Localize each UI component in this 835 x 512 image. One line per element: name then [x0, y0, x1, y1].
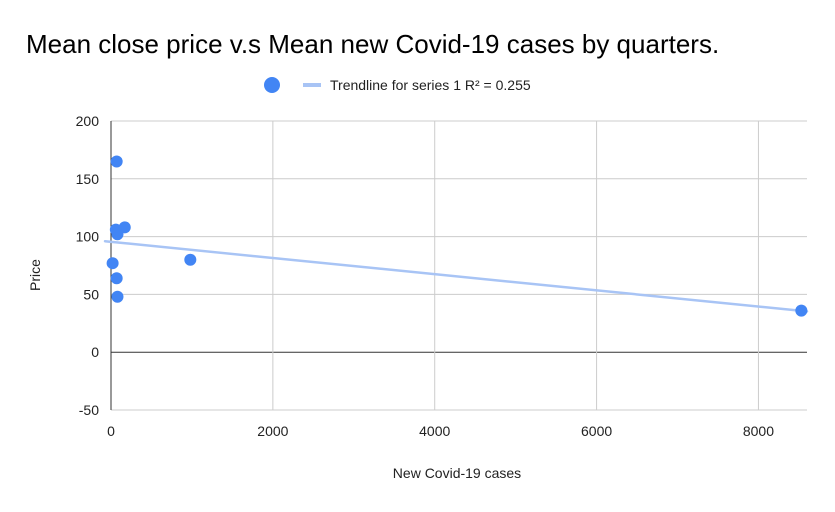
y-tick-label: 200 — [76, 113, 100, 129]
data-point — [111, 228, 124, 241]
data-point — [111, 290, 124, 303]
data-point — [795, 304, 808, 317]
y-tick-label: 50 — [83, 286, 99, 302]
data-point — [110, 155, 123, 168]
x-tick-label: 8000 — [743, 423, 774, 439]
data-point — [184, 253, 197, 266]
x-tick-label: 2000 — [257, 423, 288, 439]
x-axis-title: New Covid-19 cases — [393, 465, 521, 481]
y-tick-label: 100 — [76, 229, 100, 245]
y-tick-label: -50 — [79, 402, 99, 418]
data-points — [106, 155, 808, 317]
legend-series-marker — [264, 77, 280, 93]
x-tick-label: 4000 — [419, 423, 450, 439]
y-tick-labels: -50 0 50 100 150 200 — [76, 113, 100, 418]
y-tick-label: 150 — [76, 171, 100, 187]
trendline-layer — [103, 239, 809, 313]
legend-trendline-label: Trendline for series 1 R² = 0.255 — [330, 77, 531, 93]
x-tick-label: 6000 — [581, 423, 612, 439]
y-tick-label: 0 — [91, 344, 99, 360]
gridlines — [110, 120, 807, 411]
data-point — [110, 272, 123, 285]
x-tick-label: 0 — [107, 423, 115, 439]
y-axis-title: Price — [27, 259, 43, 291]
chart-title: Mean close price v.s Mean new Covid-19 c… — [26, 29, 719, 59]
x-tick-labels: 0 2000 4000 6000 8000 — [107, 423, 774, 439]
legend: Trendline for series 1 R² = 0.255 — [264, 77, 531, 93]
trendline — [103, 239, 809, 313]
data-point — [106, 257, 119, 270]
